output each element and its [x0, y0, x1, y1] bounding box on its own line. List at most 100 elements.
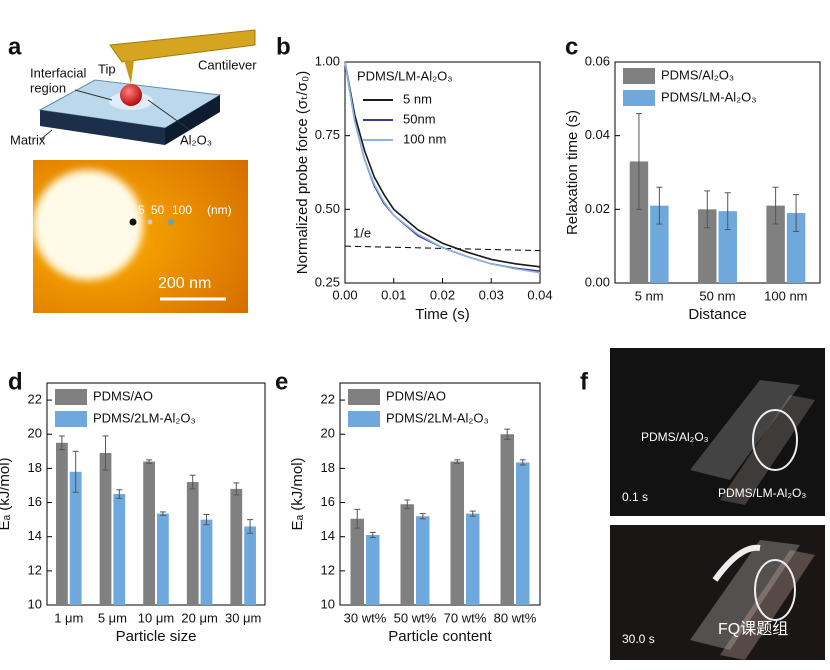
bar: [69, 471, 82, 605]
panel-label: f: [580, 368, 589, 395]
photo-label: PDMS/Al₂O₃: [641, 430, 709, 444]
y-tick-label: 14: [321, 528, 335, 543]
x-tick-label: 50 wt%: [394, 610, 437, 625]
legend-label: PDMS/Al₂O₃: [661, 67, 734, 82]
label-interfacial: region: [30, 80, 66, 95]
y-tick-label: 10: [321, 596, 335, 611]
label-cantilever: Cantilever: [198, 57, 257, 72]
bar: [466, 513, 480, 605]
legend-label: PDMS/2LM-Al₂O₃: [386, 410, 489, 425]
panel-label: b: [276, 33, 291, 60]
x-tick-label: 10 μm: [138, 610, 174, 625]
bar: [629, 161, 649, 283]
x-axis-label: Particle content: [388, 628, 492, 645]
y-tick-label: 18: [28, 460, 42, 475]
y-tick-label: 0.00: [585, 274, 610, 289]
plot-frame: [339, 382, 541, 606]
bar: [416, 516, 430, 605]
photo-time: 30.0 s: [622, 632, 655, 646]
x-tick-label: 0.04: [527, 287, 552, 302]
legend-label: 50nm: [403, 111, 436, 126]
legend-swatch: [348, 411, 380, 427]
bar: [450, 461, 464, 605]
bar: [99, 453, 112, 605]
panel-label: a: [8, 33, 22, 60]
panel-label: c: [565, 33, 578, 60]
x-axis-label: Particle size: [116, 628, 197, 645]
photo-time: 0.1 s: [622, 490, 648, 504]
legend-label: 5 nm: [403, 91, 432, 106]
legend-label: 100 nm: [403, 131, 446, 146]
y-tick-label: 16: [28, 494, 42, 509]
plot-frame: [614, 61, 821, 284]
y-tick-label: 20: [28, 426, 42, 441]
label-tip: Tip: [98, 61, 116, 76]
x-tick-label: 5 nm: [635, 288, 664, 303]
y-tick-label: 22: [28, 392, 42, 407]
y-axis-label: Eₐ (kJ/mol): [0, 457, 13, 530]
x-tick-label: 1 μm: [54, 610, 83, 625]
y-axis-label: Relaxation time (s): [564, 110, 581, 235]
x-tick-label: 0.03: [479, 287, 504, 302]
x-tick-label: 80 wt%: [494, 610, 537, 625]
y-axis-label: Normalized probe force (σₜ/σ₀): [294, 71, 311, 274]
y-tick-label: 12: [28, 562, 42, 577]
legend-swatch: [623, 90, 655, 106]
bar: [500, 434, 514, 605]
label-matrix: Matrix: [10, 132, 46, 147]
y-tick-label: 14: [28, 528, 42, 543]
x-tick-label: 0.00: [332, 287, 357, 302]
bar: [157, 513, 169, 605]
photo-label: PDMS/LM-Al₂O₃: [718, 486, 806, 500]
y-tick-label: 1.00: [315, 53, 340, 68]
x-tick-label: 30 wt%: [344, 610, 387, 625]
y-tick-label: 16: [321, 494, 335, 509]
series-line: [344, 61, 541, 268]
bar: [143, 461, 155, 605]
y-tick-label: 0.06: [585, 53, 610, 68]
panel-label: e: [275, 368, 288, 395]
bar: [718, 211, 737, 283]
panel-label: d: [8, 368, 23, 395]
bar: [350, 518, 364, 605]
x-axis-label: Distance: [688, 306, 746, 323]
plot-frame: [46, 382, 266, 606]
x-axis-label: Time (s): [415, 306, 469, 323]
legend-label: PDMS/AO: [93, 388, 153, 403]
x-tick-label: 0.01: [381, 287, 406, 302]
bar: [244, 526, 256, 605]
distance-label: 100: [172, 203, 192, 217]
photos: [610, 348, 825, 660]
bar: [366, 534, 380, 605]
scale-bar-label: 200 nm: [158, 275, 211, 292]
bar: [113, 494, 126, 605]
x-tick-label: 20 μm: [181, 610, 217, 625]
distance-label: 5: [138, 203, 145, 217]
y-tick-label: 0.50: [315, 201, 340, 216]
bar: [186, 482, 199, 605]
y-axis-label: Eₐ (kJ/mol): [289, 457, 306, 530]
x-tick-label: 70 wt%: [444, 610, 487, 625]
legend-label: PDMS/2LM-Al₂O₃: [93, 410, 196, 425]
bar: [786, 213, 806, 283]
watermark: FQ课题组: [718, 620, 788, 638]
bar: [698, 209, 717, 283]
reference-label: 1/e: [353, 226, 371, 241]
label-particle: Al₂O₃: [180, 132, 212, 147]
x-tick-label: 100 nm: [764, 288, 807, 303]
y-tick-label: 0.75: [315, 127, 340, 142]
x-tick-label: 0.02: [430, 287, 455, 302]
distance-label: 50: [151, 203, 165, 217]
y-tick-label: 0.04: [585, 127, 610, 142]
bar: [516, 462, 530, 605]
y-tick-label: 0.02: [585, 201, 610, 216]
afm-image: [33, 160, 248, 313]
y-tick-label: 22: [321, 392, 335, 407]
bar: [230, 488, 243, 605]
legend-swatch: [623, 68, 655, 84]
reference-line: [344, 245, 541, 252]
legend-title: PDMS/LM-Al₂O₃: [357, 68, 453, 83]
legend-label: PDMS/LM-Al₂O₃: [661, 89, 757, 104]
legend-label: PDMS/AO: [386, 388, 446, 403]
